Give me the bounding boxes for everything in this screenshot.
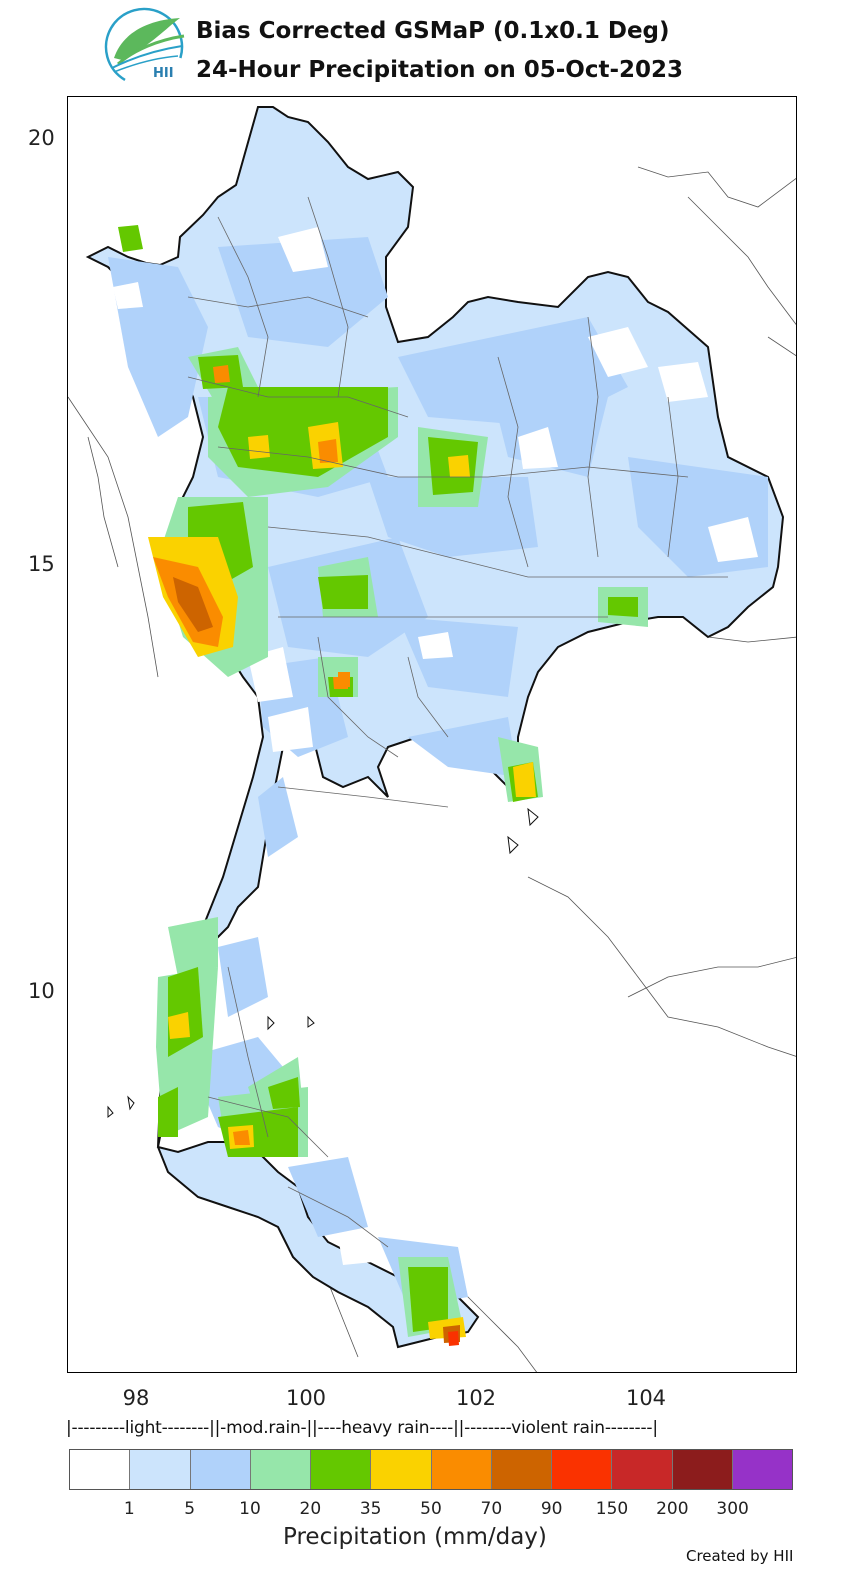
legend-swatch-7 [491,1450,552,1489]
legend-swatch-10 [672,1450,733,1489]
country-outline [85,106,785,1349]
logo-text: HII [153,66,174,81]
legend-swatch-11 [732,1450,792,1489]
precipitation-map [67,96,797,1373]
legend-label: 35 [359,1499,382,1519]
legend-label: 1 [123,1499,135,1519]
legend-title: Precipitation (mm/day) [283,1524,547,1550]
legend-label: 70 [480,1499,503,1519]
legend-label: 50 [420,1499,442,1519]
legend-label: 90 [540,1499,563,1519]
legend-colorbar [69,1449,793,1490]
longitude-tick-104: 104 [625,1386,667,1410]
latitude-tick-15: 15 [28,552,55,576]
map-canvas [68,106,796,1372]
legend-swatch-9 [612,1450,673,1489]
legend-label: 5 [184,1499,196,1519]
latitude-tick-10: 10 [28,979,55,1003]
map-title: Bias Corrected GSMaP (0.1x0.1 Deg) [196,18,670,44]
legend-swatch-6 [431,1450,492,1489]
legend-category-line: |---------light--------||-mod.rain-||---… [66,1418,658,1438]
legend-swatch-5 [371,1450,432,1489]
longitude-tick-98: 98 [122,1386,150,1410]
longitude-tick-100: 100 [285,1386,327,1410]
map-subtitle: 24-Hour Precipitation on 05-Oct-2023 [196,57,684,83]
legend-label: 10 [239,1499,261,1519]
legend-label: 20 [299,1499,322,1519]
province-borders [187,196,728,1248]
legend-swatch-0 [70,1450,131,1489]
legend-swatch-4 [311,1450,372,1489]
legend-swatch-1 [130,1450,191,1489]
legend-swatch-2 [190,1450,251,1489]
legend-label: 150 [595,1499,629,1519]
credit-text: Created by HII [686,1547,794,1565]
longitude-tick-102: 102 [455,1386,497,1410]
coastal-islands [107,807,539,1119]
hii-leaf-logo-icon: HII [100,6,188,88]
legend-label: 300 [716,1499,749,1519]
legend-label: 200 [656,1499,689,1519]
legend-swatch-3 [250,1450,311,1489]
legend-swatch-8 [552,1450,613,1489]
latitude-tick-20: 20 [28,126,55,150]
